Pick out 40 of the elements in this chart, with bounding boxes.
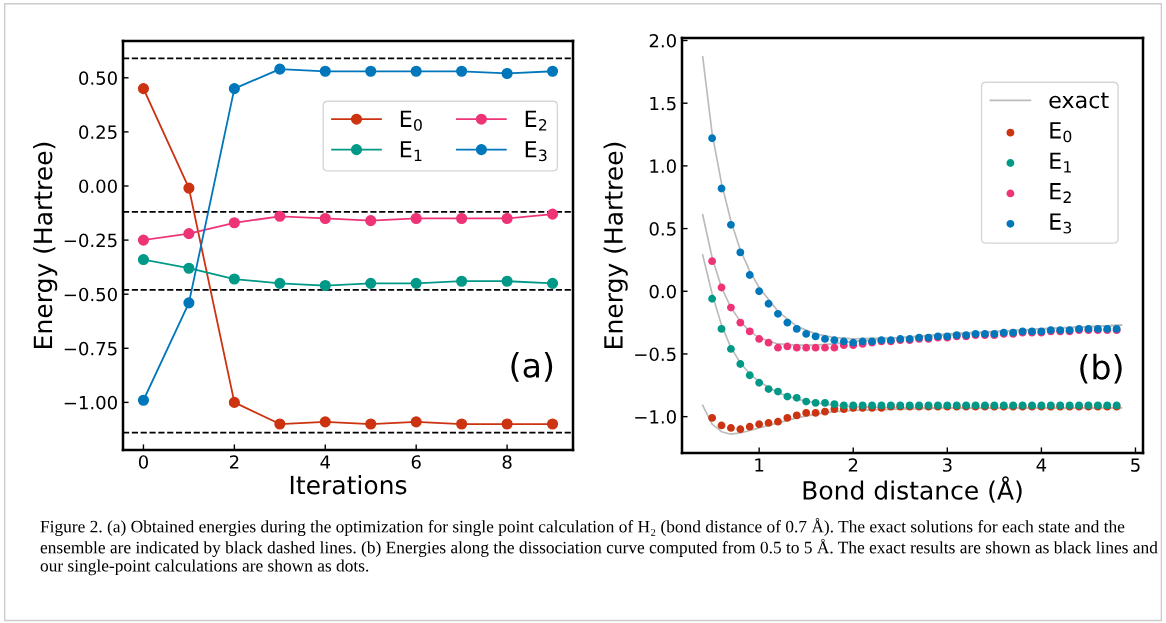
legend-label: E$_{3}$ [1050,213,1072,234]
x-tick-label: 2 [229,455,239,469]
annotation: (a) [511,352,553,382]
x-tick-label: 2 [848,458,858,472]
legend-label: E$_{0}$ [400,110,422,131]
y-axis-title: Energy (Hartree) [33,142,58,348]
x-tick-label: 3 [942,458,952,472]
y-tick-label: −0.75 [64,341,117,356]
x-tick-label: 5 [1131,458,1140,472]
x-tick-label: 4 [1036,458,1047,472]
x-tick-label: 8 [502,455,512,469]
x-tick-label: 1 [755,458,764,472]
caption: Figure 2. (a) Obtained energies during the optimization for single point calculation of H₂ (bond distance of 0.7 Å). The exact solutions for each state and the ensemble are indicated by black dashed lines. (b) Energies along the dissociation curve computed from 0.5 to 5 Å. The exact results are shown as black lines and our single-point calculations are shown as dots. [40,518,1158,576]
y-tick-label: −0.50 [64,287,117,302]
y-tick-label: 1.5 [650,96,676,111]
x-tick-label: 0 [138,455,148,469]
legend-label: E$_{3}$ [525,141,547,162]
y-tick-label: 0.0 [649,284,676,299]
y-tick-label: −0.25 [64,233,117,248]
x-tick-label: 4 [320,455,330,469]
legend-label: E$_{1}$ [1050,152,1071,173]
x-tick-label: 6 [411,455,421,469]
y-tick-label: 1.0 [650,159,676,173]
y-tick-label: 0.5 [649,222,676,236]
legend-label: exact [1049,92,1109,109]
y-tick-label: −1.0 [635,410,676,424]
x-axis-title: Iterations [290,475,407,495]
legend-label: E$_{1}$ [400,141,422,161]
legend-label: E$_{0}$ [1050,122,1072,143]
annotation: (b) [1080,353,1122,384]
y-tick-label: 0.25 [79,125,117,140]
legend-label: E$_{2}$ [525,110,547,131]
y-tick-label: 0.00 [79,179,117,194]
y-tick-label: −0.5 [635,347,676,362]
y-tick-label: 0.50 [79,71,117,85]
legend-label: E$_{2}$ [1050,183,1071,203]
x-axis-title: Bond distance (Å) [803,476,1022,503]
y-tick-label: 2.0 [649,33,676,48]
y-axis-title: Energy (Hartree) [603,142,628,348]
y-tick-label: −1.00 [64,395,117,410]
